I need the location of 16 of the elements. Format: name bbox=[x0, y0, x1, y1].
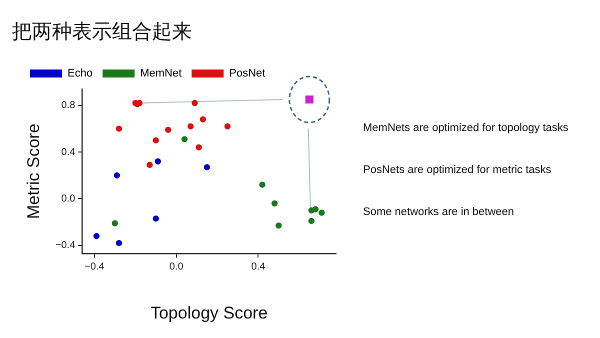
text: MemNets are optimized for topology tasks bbox=[363, 122, 568, 136]
y-tick-label: −0.4 bbox=[55, 240, 76, 252]
chart-title: 把两种表示组合起来 bbox=[12, 18, 192, 45]
x-tick-label: 0.4 bbox=[251, 261, 266, 272]
x-axis-title: Topology Score bbox=[150, 303, 268, 322]
text: PosNets are optimized for metric tasks bbox=[363, 164, 552, 178]
y-tick-label: 0.0 bbox=[61, 193, 76, 204]
text: Some networks are in between bbox=[363, 206, 516, 220]
x-tick-label: 0.0 bbox=[169, 261, 184, 272]
legend-label: PosNet bbox=[229, 68, 266, 80]
legend-label: Echo bbox=[68, 68, 93, 80]
y-tick-label: 0.4 bbox=[61, 146, 76, 158]
legend-label: MemNet bbox=[140, 68, 182, 80]
y-axis-title: Metric Score bbox=[24, 124, 43, 220]
y-tick-label: 0.8 bbox=[61, 100, 76, 112]
x-tick-label: −0.4 bbox=[84, 261, 105, 272]
